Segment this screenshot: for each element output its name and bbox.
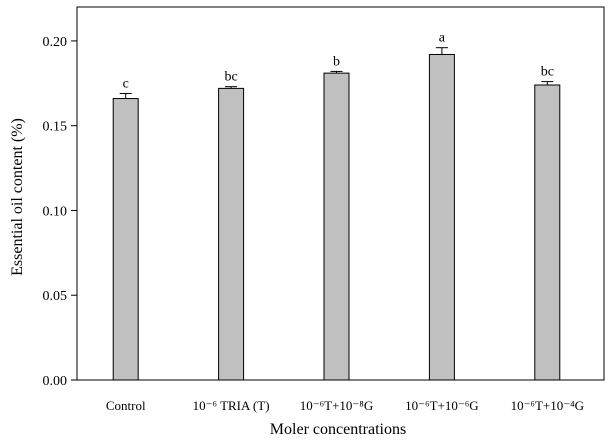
y-tick-label: 0.05 <box>43 289 68 304</box>
x-axis-title: Moler concentrations <box>270 421 406 438</box>
x-tick-label: 10⁻⁶ TRIA (T) <box>193 398 270 413</box>
bar <box>218 87 245 381</box>
x-tick-label: 10⁻⁶T+10⁻⁶G <box>405 398 478 413</box>
y-tick-label: 0.00 <box>43 374 68 389</box>
bar <box>323 72 350 381</box>
significance-label: bc <box>224 70 237 85</box>
bar <box>112 98 139 381</box>
y-tick-label: 0.10 <box>43 204 68 219</box>
y-axis-title: Essential oil content (%) <box>9 118 26 276</box>
bar <box>428 53 455 381</box>
x-tick-label: 10⁻⁶T+10⁻⁸G <box>300 398 373 413</box>
y-tick-label: 0.15 <box>43 120 68 135</box>
significance-label: bc <box>541 65 554 80</box>
significance-label: b <box>333 54 340 69</box>
x-tick-label: 10⁻⁶T+10⁻⁴G <box>511 398 584 413</box>
y-tick-label: 0.20 <box>43 35 68 50</box>
significance-label: a <box>439 31 446 46</box>
bar <box>534 84 561 381</box>
significance-label: c <box>123 76 129 91</box>
x-tick-label: Control <box>106 398 146 413</box>
